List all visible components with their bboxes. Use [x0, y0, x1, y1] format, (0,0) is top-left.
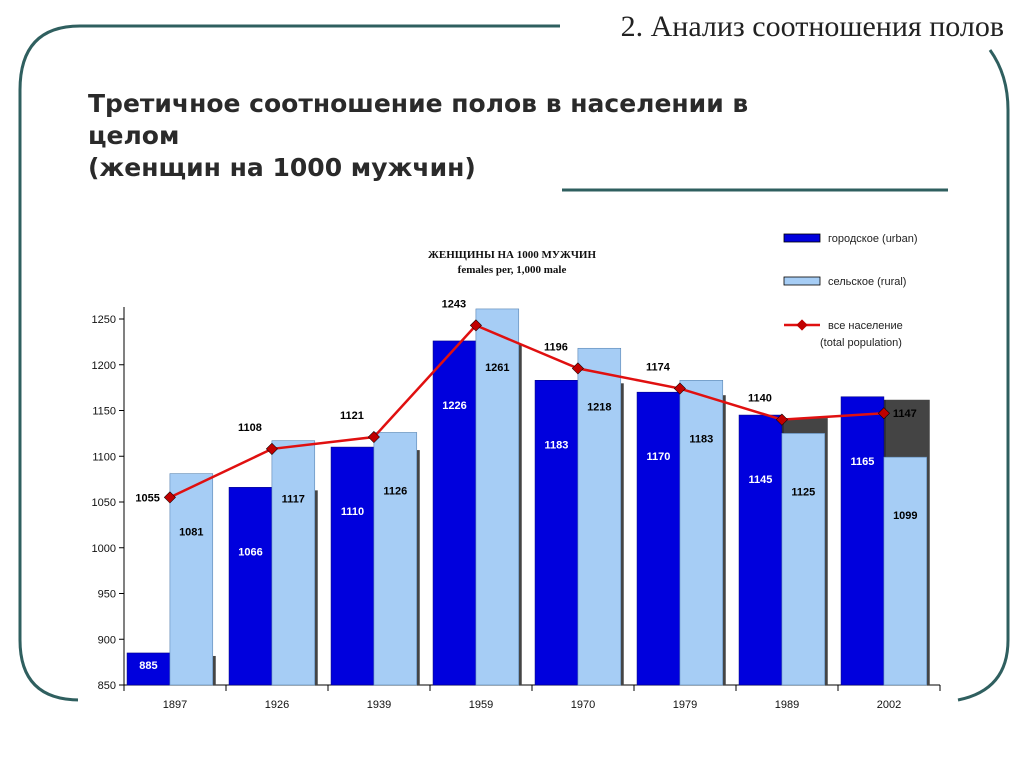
x-tick-label: 1926: [265, 699, 289, 711]
rural-bar: [679, 380, 724, 686]
legend-rural-swatch: [783, 276, 821, 286]
urban-value-label: 1066: [238, 546, 262, 558]
urban-value-label: 1165: [851, 456, 875, 468]
total-population-line: [169, 323, 884, 499]
total-value-label: 1140: [748, 393, 772, 405]
total-value-label: 1055: [135, 492, 159, 504]
total-point-marker: [265, 442, 278, 455]
total-value-label: 1147: [893, 408, 917, 420]
y-tick-label: 1050: [92, 497, 116, 509]
x-tick-label: 1897: [163, 699, 187, 711]
legend-total-marker: [796, 319, 808, 331]
chart-subtitle: females per, 1,000 male: [458, 264, 567, 276]
y-tick-label: 1200: [92, 360, 116, 372]
rural-bar: [781, 433, 826, 686]
urban-value-label: 1145: [749, 474, 773, 486]
rural-bar: [169, 473, 214, 686]
rural-value-label: 1183: [689, 433, 713, 445]
x-tick-label: 1939: [367, 699, 391, 711]
legend-urban-label: городское (urban): [828, 233, 918, 245]
urban-bar: [636, 391, 681, 686]
y-tick-label: 1250: [92, 314, 116, 326]
y-tick-label: 1150: [92, 406, 116, 418]
total-point-marker: [367, 431, 380, 444]
y-tick-label: 850: [98, 680, 116, 692]
x-tick-label: 1970: [571, 699, 595, 711]
rural-value-label: 1126: [383, 485, 407, 497]
rural-value-label: 1261: [485, 362, 509, 374]
urban-value-label: 1226: [442, 400, 466, 412]
slide-title: Третичное соотношение полов в населении …: [88, 88, 948, 184]
rural-bar: [577, 347, 622, 686]
plot-area: 850 900 950 1000 1050 1100 1150 1200 1250 1897 192…: [92, 298, 941, 711]
urban-bar: [432, 340, 477, 686]
urban-value-label: 1110: [341, 506, 364, 518]
frame-top-border: [18, 24, 560, 702]
rural-value-label: 1218: [587, 401, 611, 413]
legend-urban-swatch: [783, 233, 821, 243]
rural-value-label: 1081: [179, 527, 203, 539]
chart-panel: ЖЕНЩИНЫ НА 1000 МУЖЧИН females per, 1,00…: [78, 214, 956, 768]
total-point-marker: [571, 362, 584, 375]
chart-title: ЖЕНЩИНЫ НА 1000 МУЖЧИН: [428, 249, 596, 261]
y-tick-label: 950: [98, 589, 116, 601]
legend-total-label-line2: (total population): [820, 337, 902, 349]
y-tick-label: 900: [98, 634, 116, 646]
urban-value-label: 885: [139, 660, 157, 672]
rural-bar: [373, 432, 418, 686]
urban-bar: [330, 446, 375, 686]
y-tick-label: 1100: [92, 451, 116, 463]
slide-title-line-1: Третичное соотношение полов в населении …: [88, 89, 749, 118]
legend-total-label: все население: [828, 320, 903, 332]
urban-value-label: 1170: [647, 451, 671, 463]
legend-rural-label: сельское (rural): [828, 276, 906, 288]
total-point-marker: [469, 319, 482, 332]
urban-bar: [840, 396, 885, 686]
total-point-marker: [775, 413, 788, 426]
total-value-label: 1243: [442, 298, 466, 310]
total-value-label: 1174: [646, 362, 671, 374]
bar-chart: ЖЕНЩИНЫ НА 1000 МУЖЧИН females per, 1,00…: [92, 233, 941, 711]
y-tick-label: 1000: [92, 543, 116, 555]
rural-bar: [475, 308, 520, 686]
total-value-label: 1196: [544, 341, 568, 353]
x-tick-label: 1989: [775, 699, 799, 711]
total-point-marker: [163, 491, 176, 504]
x-tick-label: 1959: [469, 699, 493, 711]
total-value-label: 1121: [340, 410, 364, 422]
frame-right-border: [957, 49, 1010, 702]
slide-title-line-3: (женщин на 1000 мужчин): [88, 153, 476, 182]
urban-bar: [228, 487, 273, 686]
total-value-label: 1108: [238, 422, 262, 434]
rural-value-label: 1099: [893, 510, 917, 522]
slide-title-line-2: целом: [88, 121, 180, 150]
x-tick-label: 1979: [673, 699, 697, 711]
legend: городское (urban) сельское (rural) все н…: [783, 233, 918, 349]
total-point-marker: [877, 407, 890, 420]
urban-bar: [738, 414, 783, 686]
total-point-marker: [673, 382, 686, 395]
rural-value-label: 1117: [282, 494, 305, 506]
section-title: 2. Анализ соотношения полов: [614, 10, 1010, 44]
rural-value-label: 1125: [791, 486, 815, 498]
rural-bar: [271, 440, 316, 686]
x-tick-label: 2002: [877, 699, 901, 711]
urban-bar: [126, 652, 171, 686]
urban-bar: [534, 380, 579, 686]
urban-value-label: 1183: [545, 439, 569, 451]
rural-bar: [883, 456, 928, 686]
